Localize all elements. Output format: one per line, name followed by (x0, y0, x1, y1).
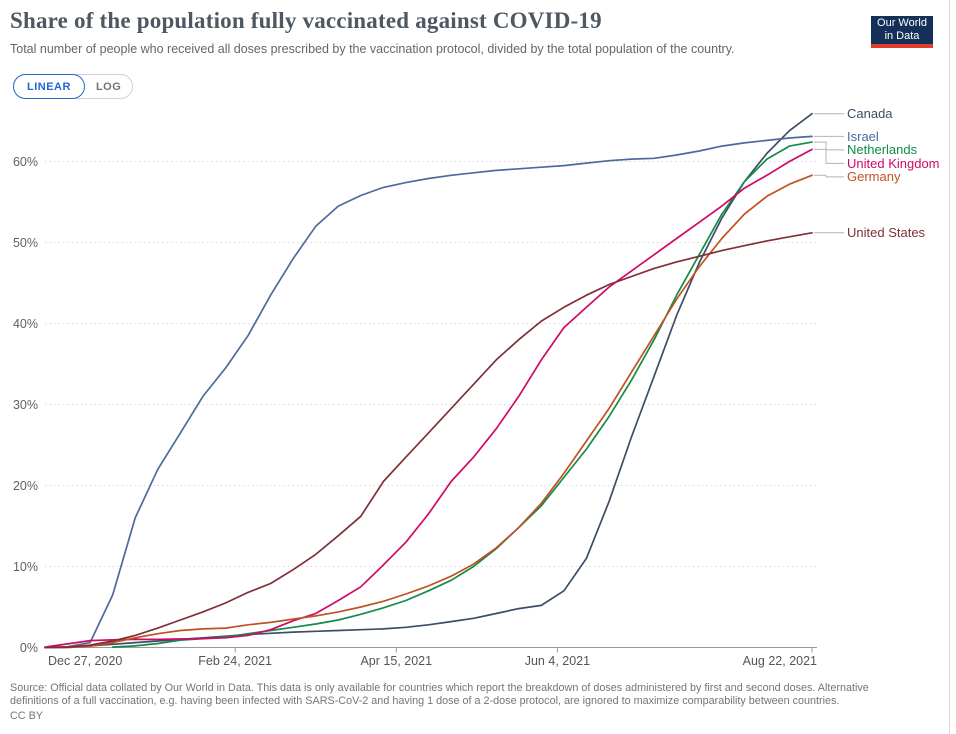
log-button[interactable]: LOG (85, 75, 132, 98)
series-line-netherlands[interactable] (111, 141, 813, 648)
x-tick-label-0: Dec 27, 2020 (48, 654, 122, 668)
owid-logo[interactable]: Our World in Data (871, 16, 933, 48)
x-tick-label-2: Apr 15, 2021 (360, 654, 432, 668)
y-tick-label-40: 40% (13, 317, 38, 331)
legend-connector-united-kingdom (814, 148, 844, 164)
legend-item-united-states[interactable]: United States (847, 225, 926, 241)
page-subtitle: Total number of people who received all … (10, 42, 735, 56)
legend-connector-germany (814, 174, 844, 178)
legend-item-germany[interactable]: Germany (847, 169, 901, 185)
owid-logo-line2: in Data (884, 30, 920, 42)
legend-item-israel[interactable]: Israel (847, 128, 879, 144)
x-tick-label-4: Aug 22, 2021 (743, 654, 817, 668)
y-tick-label-60: 60% (13, 155, 38, 169)
y-tick-label-20: 20% (13, 479, 38, 493)
owid-logo-line1: Our World (877, 17, 927, 29)
page-title: Share of the population fully vaccinated… (10, 8, 602, 33)
y-tick-label-0: 0% (20, 641, 38, 655)
series-line-germany[interactable] (44, 174, 813, 649)
legend-item-netherlands[interactable]: Netherlands (847, 142, 918, 158)
x-tick-label-3: Jun 4, 2021 (525, 654, 590, 668)
source-note: Source: Official data collated by Our Wo… (10, 682, 869, 708)
series-line-united-states[interactable] (44, 231, 813, 649)
legend-connector-netherlands (814, 141, 844, 151)
scale-toggle: LINEAR LOG (13, 74, 134, 99)
y-tick-label-50: 50% (13, 236, 38, 250)
series-line-united-kingdom[interactable] (44, 148, 813, 648)
legend-item-united-kingdom[interactable]: United Kingdom (847, 155, 940, 171)
x-tick-label-1: Feb 24, 2021 (198, 654, 272, 668)
series-line-canada[interactable] (44, 112, 813, 649)
series-line-israel[interactable] (44, 135, 813, 649)
linear-button[interactable]: LINEAR (13, 74, 85, 99)
chart-footer: Source: Official data collated by Our Wo… (10, 682, 894, 723)
license-badge: CC BY (10, 709, 43, 722)
legend-item-canada[interactable]: Canada (847, 106, 893, 122)
y-tick-label-10: 10% (13, 560, 38, 574)
y-tick-label-30: 30% (13, 398, 38, 412)
